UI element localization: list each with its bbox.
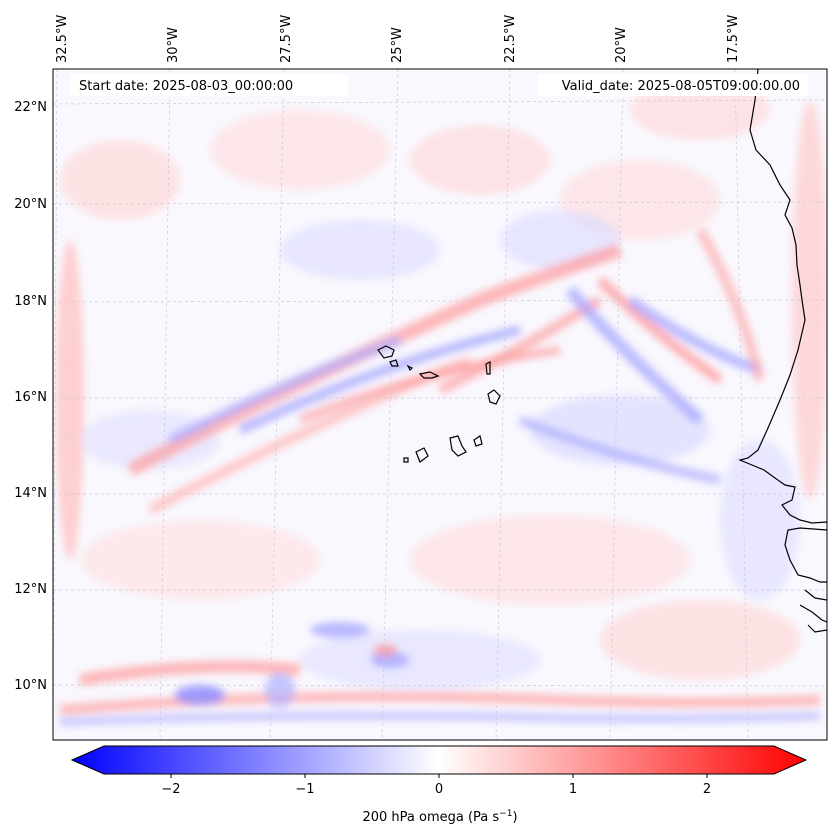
meridian-17.5w [734,69,749,740]
coastlines [377,69,827,633]
meridian-20w [609,69,624,740]
cb-label-1: 1 [569,782,577,797]
lon-label-17.5w: 17.5°W [726,15,741,63]
lat-label-14n: 14°N [14,486,47,501]
colorbar-title: 200 hPa omega (Pa s−1) [362,809,517,825]
lat-label-18n: 18°N [14,294,47,309]
africa-coastline [738,69,827,633]
graticule [53,69,827,740]
meridian-22.5w [495,69,511,740]
meridian-32.5w [53,69,58,740]
lat-label-10n: 10°N [14,678,47,693]
valid-date-box [538,74,808,96]
lon-label-27.5w: 27.5°W [279,15,294,63]
colorbar-body [70,745,808,775]
colorbar-ticks [170,774,708,778]
lat-label-22n: 22°N [14,100,47,115]
lon-label-32.5w: 32.5°W [55,15,70,63]
cb-label-2: 2 [703,782,711,797]
lon-label-20w: 20°W [614,27,629,63]
valid-date-label: Valid_date: 2025-08-05T09:00:00.00 [562,79,800,94]
meridian-30w [159,69,171,740]
meridian-25w [381,69,399,740]
cb-label-m1: −1 [295,782,314,797]
lon-label-30w: 30°W [166,27,181,63]
lon-label-25w: 25°W [390,27,405,63]
lat-tick-labels: 22°N 20°N 18°N 16°N 14°N 12°N 10°N [14,100,47,693]
lat-label-12n: 12°N [14,582,47,597]
lat-label-16n: 16°N [14,390,47,405]
cb-label-0: 0 [435,782,443,797]
lon-tick-labels: 32.5°W 30°W 27.5°W 25°W 22.5°W 20°W 17.5… [55,15,741,63]
lon-label-22.5w: 22.5°W [503,15,518,63]
colorbar: −2 −1 0 1 2 200 hPa omega (Pa s−1) [70,745,808,825]
cb-label-m2: −2 [161,782,180,797]
omega-field [56,80,827,726]
start-date-label: Start date: 2025-08-03_00:00:00 [79,79,293,94]
lat-label-20n: 20°N [14,197,47,212]
start-date-box [70,74,348,96]
meridian-27.5w [269,69,285,740]
cape-verde-islands [377,345,501,463]
map-frame [52,68,828,741]
